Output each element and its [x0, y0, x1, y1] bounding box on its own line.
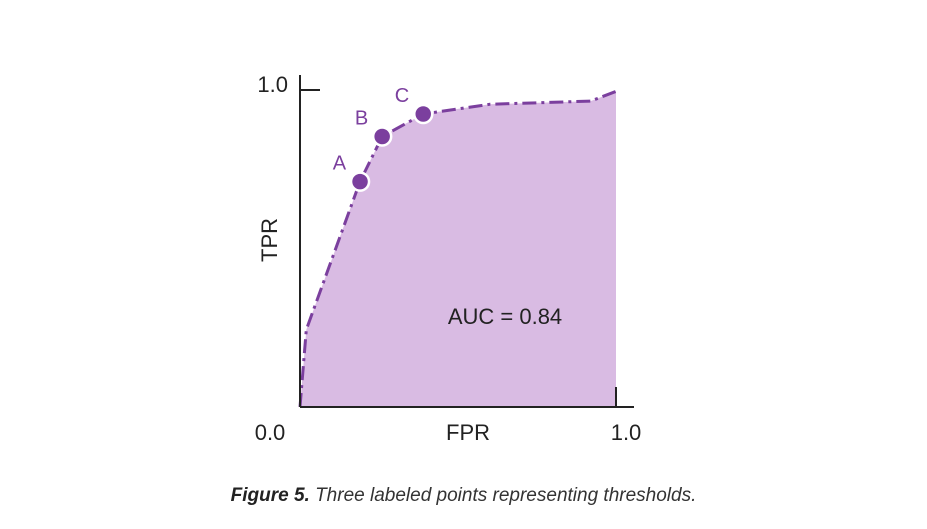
- x-tick-min: 0.0: [255, 420, 286, 445]
- x-axis-title: FPR: [446, 420, 490, 445]
- x-tick-max: 1.0: [611, 420, 642, 445]
- figure-caption: Figure 5. Three labeled points represent…: [0, 485, 927, 507]
- figure-label: Figure 5.: [230, 485, 310, 506]
- y-axis-title: TPR: [257, 218, 282, 262]
- roc-curve: [298, 89, 617, 408]
- point-B: [371, 126, 393, 147]
- point-label-C: C: [395, 85, 409, 107]
- point-label-B: B: [355, 108, 368, 130]
- y-tick-max: 1.0: [257, 72, 288, 97]
- threshold-points: A B C: [333, 85, 434, 192]
- point-C: [412, 103, 434, 125]
- point-A: [349, 171, 371, 192]
- caption-text: Three labeled points representing thresh…: [309, 485, 697, 506]
- point-label-A: A: [333, 153, 347, 175]
- auc-area: [300, 91, 616, 408]
- auc-annotation: AUC = 0.84: [448, 304, 562, 329]
